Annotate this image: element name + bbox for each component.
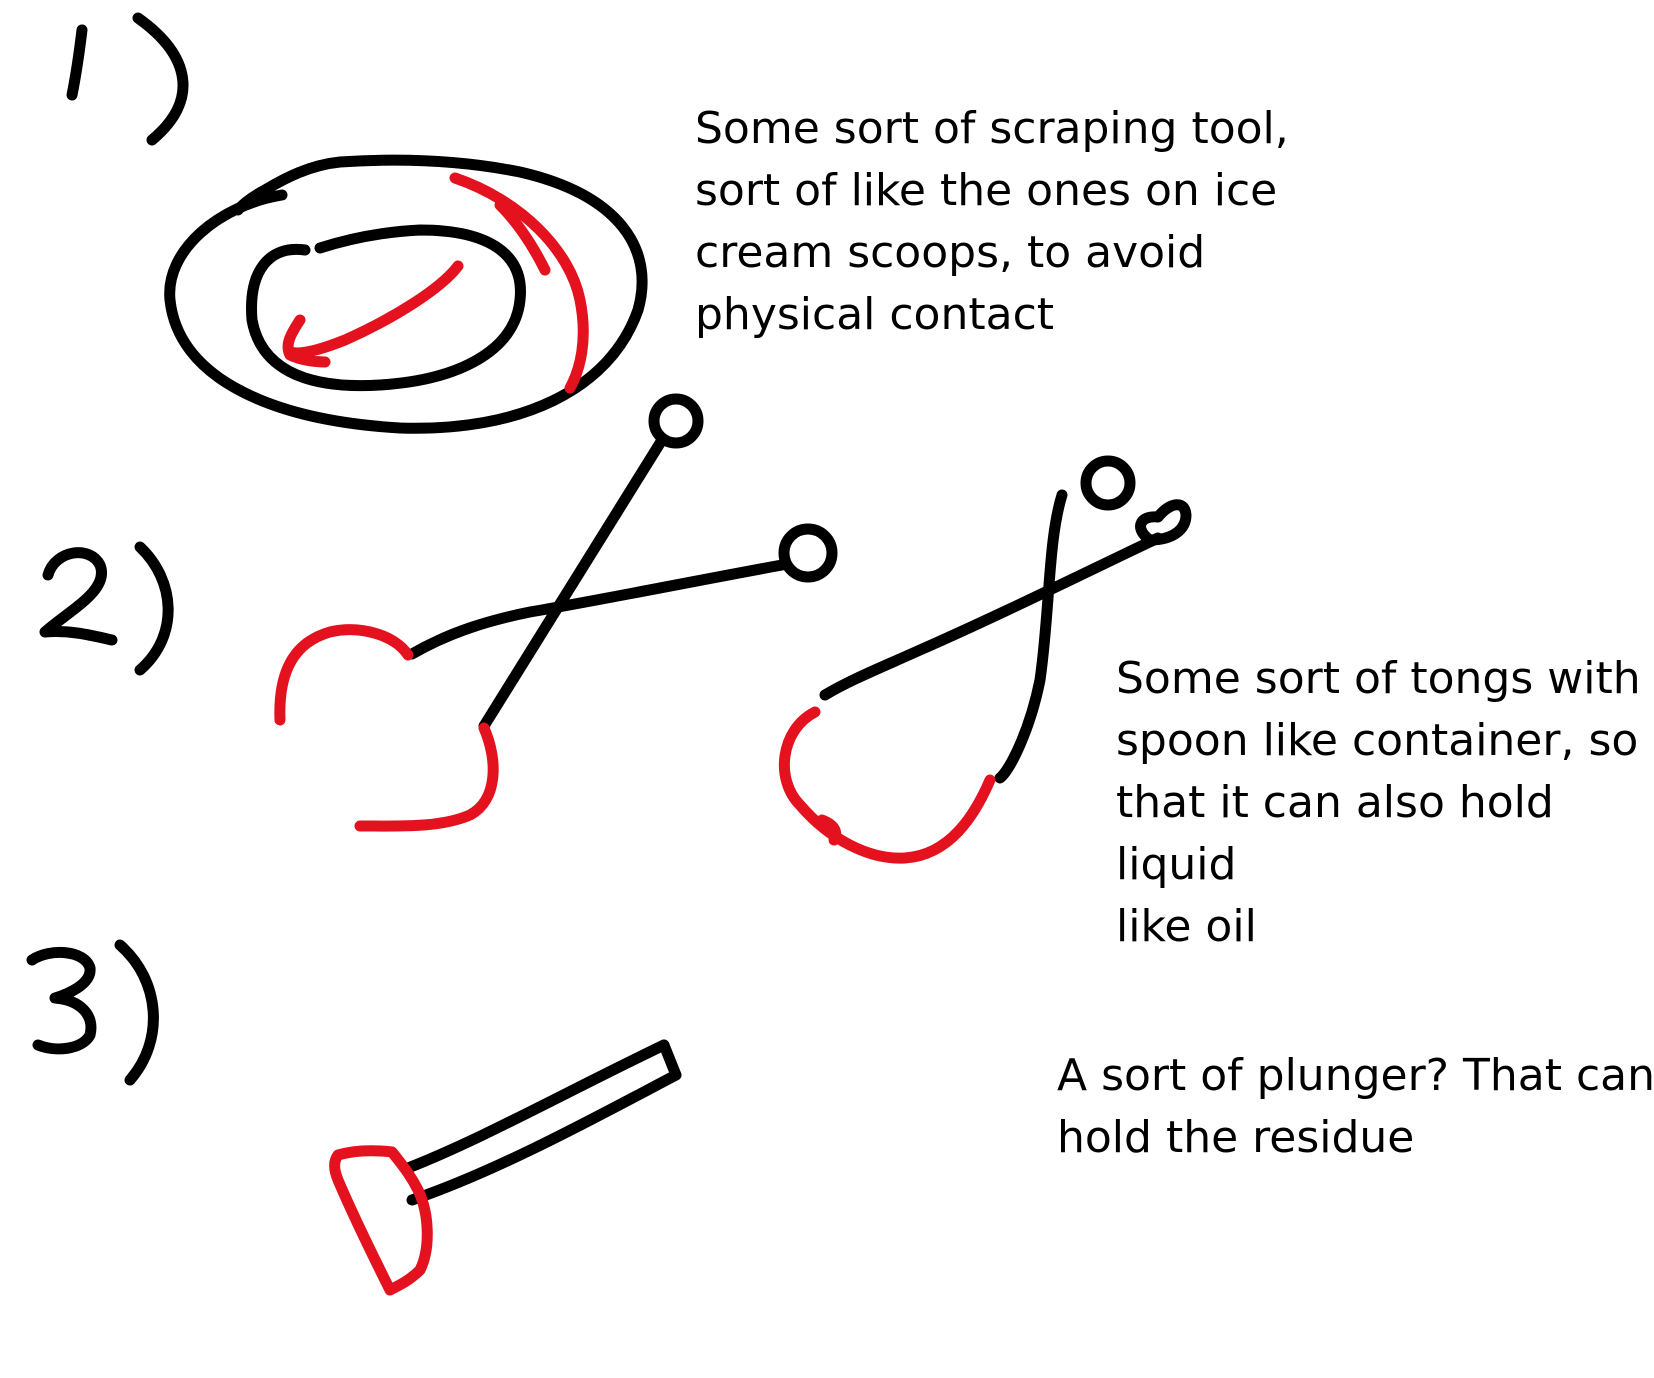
label-2-handwritten bbox=[39, 541, 174, 676]
sketch-2-tongs-open bbox=[274, 393, 838, 832]
label-1-handwritten bbox=[66, 12, 189, 146]
sketch-2-note: Some sort of tongs with spoon like conta… bbox=[1116, 653, 1641, 952]
sketch-3-note: A sort of plunger? That can hold the res… bbox=[1057, 1050, 1654, 1163]
label-3-handwritten bbox=[26, 939, 159, 1086]
sketch-1-note: Some sort of scraping tool, sort of like… bbox=[695, 103, 1289, 340]
sketch-1-scraping-tool bbox=[164, 154, 648, 434]
sketch-3-plunger bbox=[329, 1039, 682, 1296]
sketch-2-tongs-closed bbox=[778, 455, 1192, 864]
